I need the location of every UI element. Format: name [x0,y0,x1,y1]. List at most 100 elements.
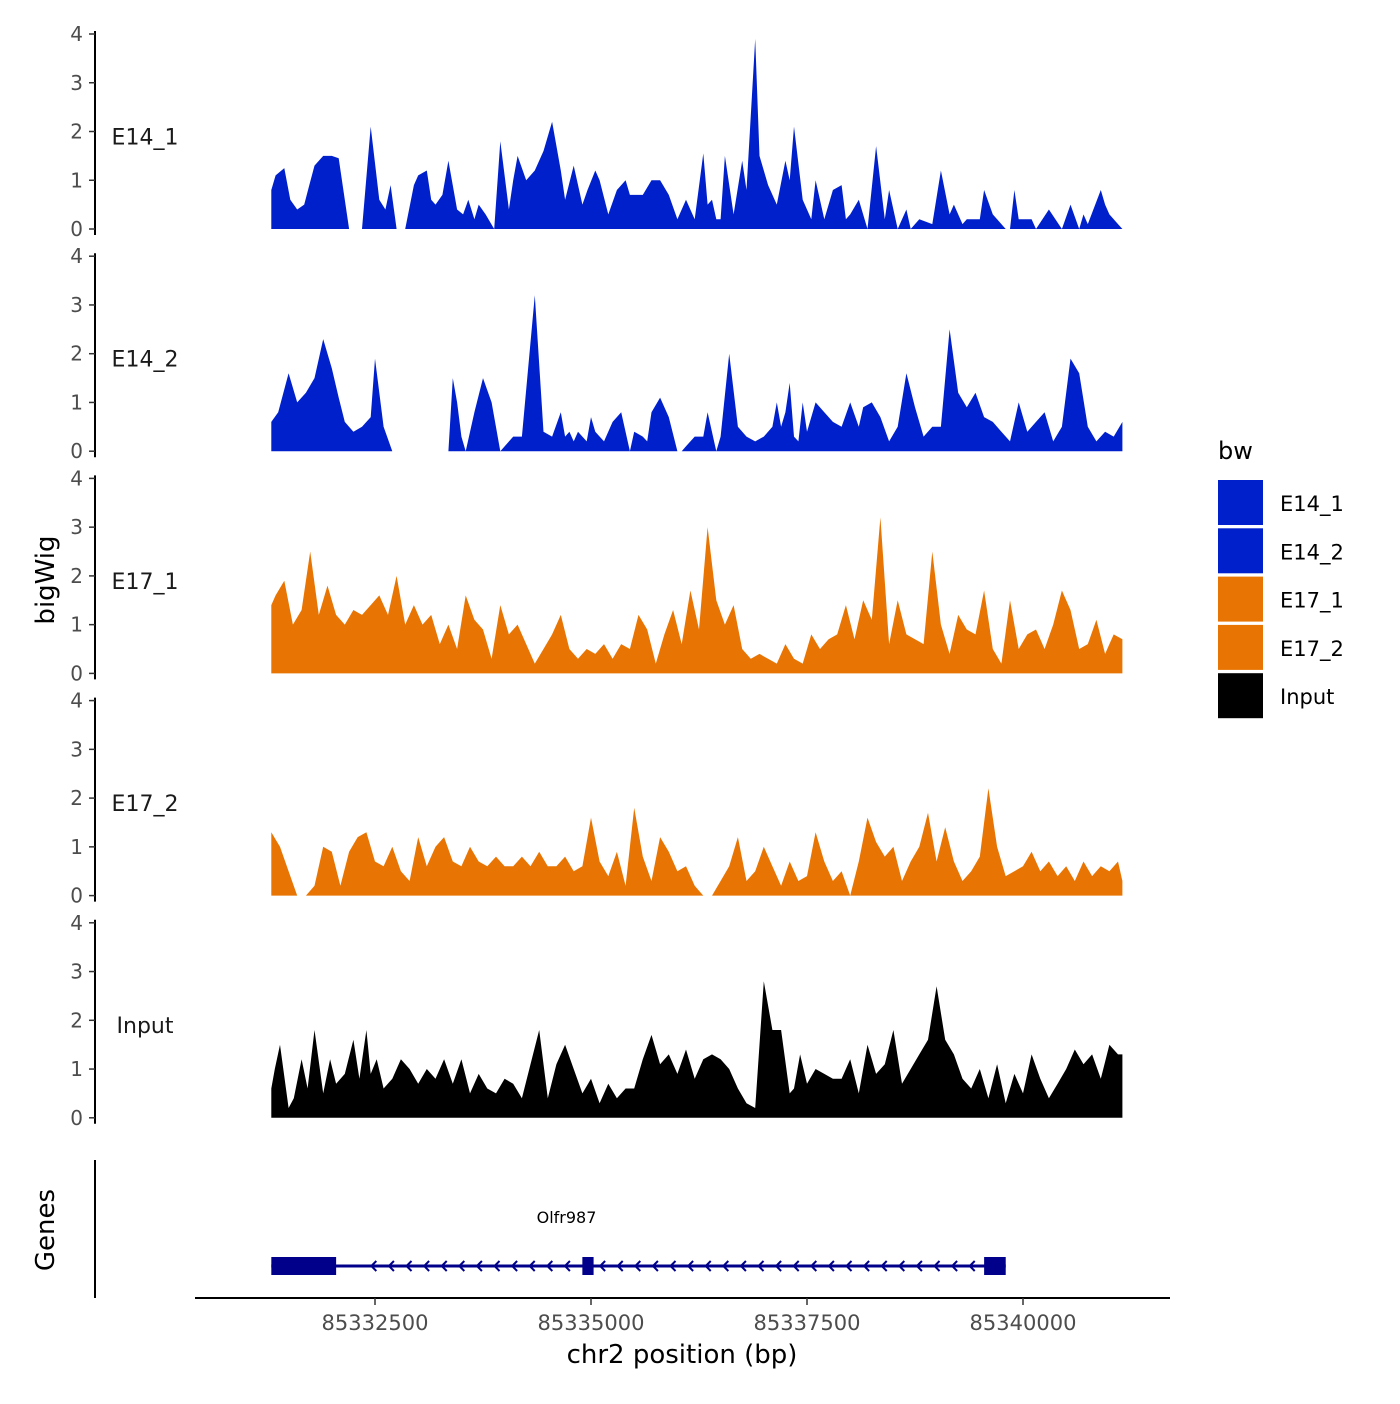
strand-arrow [475,1260,483,1272]
gene-panel: Olfr987 [94,1160,1006,1298]
strand-arrow [792,1260,800,1272]
strand-arrow [721,1260,730,1272]
y-tick-label-4: 4 [70,466,83,490]
legend-swatch-E17_2 [1218,624,1263,670]
y-tick-label-4: 4 [70,911,83,935]
legend-swatch-E14_1 [1218,480,1263,525]
strand-arrow [950,1260,958,1272]
x-tick-label-85340000: 85340000 [970,1311,1077,1335]
legend-swatch-Input [1218,673,1263,719]
x-axis-title: chr2 position (bp) [567,1340,798,1370]
strand-arrow [598,1260,606,1272]
track-label-E17_2: E17_2 [112,792,179,817]
legend-entry-E17_1: E17_1 [1218,576,1344,622]
strand-arrow [827,1260,835,1272]
legend-label-E14_1: E14_1 [1280,492,1344,517]
signal-tracks: 0 1 2 3 4 E14_1 0 1 2 3 4 E14_2 0 1 2 3 4 E17_1 0 1 2 3 4 E17_2… [70,22,1123,1130]
x-tick-label-85335000: 85335000 [538,1311,645,1335]
gene-name-label: Olfr987 [537,1208,597,1227]
y-tick-label-4: 4 [70,244,83,268]
area-E14_2 [271,295,1123,452]
strand-arrow [862,1260,870,1272]
x-axis: 85332500 85335000 85337500 85340000 [195,1297,1170,1335]
legend-entry-E17_2: E17_2 [1218,624,1344,670]
strand-arrow [405,1260,413,1272]
strand-arrow [422,1260,430,1272]
strand-arrow [528,1260,536,1272]
y-tick-label-1: 1 [70,613,83,637]
y-tick-label-4: 4 [70,22,83,46]
strand-arrow [387,1260,395,1272]
strand-arrow [457,1260,466,1272]
strand-arrow [809,1260,818,1272]
strand-arrow [563,1260,571,1272]
y-tick-label-4: 4 [70,689,83,713]
y-tick-label-1: 1 [70,390,83,414]
track-label-E17_1: E17_1 [112,570,179,595]
y-tick-label-0: 0 [70,661,83,685]
exon-2 [582,1257,594,1275]
area-E14_1 [271,38,1123,230]
strand-arrow [933,1260,941,1272]
strand-arrow [968,1260,976,1272]
y-tick-label-2: 2 [70,1008,83,1032]
strand-arrow [845,1260,853,1272]
strand-arrow [651,1260,659,1272]
y-tick-label-2: 2 [70,120,83,144]
gene-Olfr987: Olfr987 [271,1208,1006,1275]
strand-arrow [897,1260,906,1272]
y-tick-label-2: 2 [70,564,83,588]
y-tick-label-3: 3 [70,293,83,317]
legend-swatch-E17_1 [1218,576,1263,622]
track-label-E14_1: E14_1 [112,125,179,150]
legend-entry-Input: Input [1218,673,1334,719]
legend-title: bw [1218,437,1253,465]
strand-arrow [616,1260,624,1272]
genes-panel-title: Genes [31,1189,61,1271]
track-E14_1: 0 1 2 3 4 E14_1 [70,22,1123,241]
legend-label-E17_2: E17_2 [1280,637,1344,662]
legend-swatch-E14_2 [1218,528,1263,574]
strand-arrow [704,1260,712,1272]
area-Input [271,981,1123,1118]
y-tick-label-1: 1 [70,1057,83,1081]
track-label-E14_2: E14_2 [112,348,179,373]
area-E17_1 [271,517,1123,674]
strand-arrow [915,1260,923,1272]
exon-1 [271,1257,337,1275]
y-tick-label-0: 0 [70,217,83,241]
strand-arrow [669,1260,677,1272]
area-E17_2 [271,788,1123,896]
track-E14_2: 0 1 2 3 4 E14_2 [70,244,1123,463]
strand-arrow [739,1260,747,1272]
legend-entry-E14_1: E14_1 [1218,480,1344,525]
y-tick-label-3: 3 [70,71,83,95]
strand-arrow [545,1260,554,1272]
strand-arrow [686,1260,694,1272]
y-tick-label-3: 3 [70,515,83,539]
x-tick-label-85337500: 85337500 [754,1311,861,1335]
track-label-Input: Input [117,1014,174,1039]
strand-arrow [633,1260,642,1272]
strand-arrow [757,1260,765,1272]
track-Input: 0 1 2 3 4 Input [70,911,1123,1130]
strand-arrow [493,1260,501,1272]
track-E17_1: 0 1 2 3 4 E17_1 [70,466,1123,685]
legend-label-E17_1: E17_1 [1280,589,1344,614]
y-tick-label-0: 0 [70,1106,83,1130]
exon-3 [984,1257,1006,1275]
x-tick-label-85332500: 85332500 [322,1311,429,1335]
legend-label-Input: Input [1280,685,1334,709]
legend-entry-E14_2: E14_2 [1218,528,1344,574]
y-tick-label-1: 1 [70,168,83,192]
track-E17_2: 0 1 2 3 4 E17_2 [70,689,1123,908]
y-tick-label-0: 0 [70,439,83,463]
y-tick-label-3: 3 [70,960,83,984]
y-tick-label-2: 2 [70,786,83,810]
legend: bw E14_1 E14_2 E17_1 E17_2 Input [1218,437,1344,719]
strand-arrow [880,1260,888,1272]
y-tick-label-1: 1 [70,835,83,859]
y-tick-label-2: 2 [70,342,83,366]
strand-arrow [369,1260,378,1272]
